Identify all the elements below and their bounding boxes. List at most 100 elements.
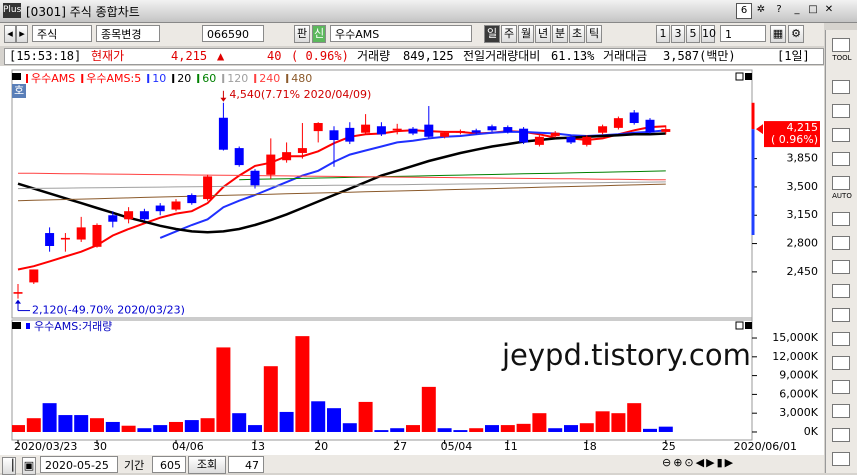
sidebar-icon[interactable] [832,380,850,394]
period-button[interactable]: 초 [569,25,585,43]
candle-body [487,126,497,131]
info-volume: 849,125 [403,49,454,63]
tool-button[interactable]: ▦ [770,25,786,43]
volume-bar [390,428,405,432]
interval-button[interactable]: 3 [671,25,685,43]
price-plot [13,102,671,299]
volume-bar [74,415,89,432]
window-button[interactable]: ✲ [756,4,766,15]
candle-body [424,124,434,137]
interval-buttons: 1 3 5 10 [656,23,736,46]
candle-body [329,130,339,141]
period-button[interactable]: 틱 [586,25,602,43]
sin-button[interactable]: 신 [312,25,326,43]
period-button[interactable]: 분 [552,25,568,43]
sidebar-icon[interactable] [832,308,850,322]
sidebar-icon[interactable] [832,356,850,370]
sidebar-label: AUTO [832,192,852,200]
sidebar-icon[interactable] [832,212,850,226]
period-button[interactable]: 월 [518,25,534,43]
pan-button[interactable]: 판 [294,25,310,43]
y-tick-label: 2,450 [787,265,819,278]
candle-body [550,132,560,136]
window-badge[interactable]: 6 [736,3,752,19]
nav-button[interactable]: ◂ [4,25,16,43]
candle-body [582,136,592,145]
market-select[interactable]: 주식 [32,25,92,42]
code-input[interactable]: 066590 [202,25,264,42]
panel-button[interactable] [745,73,752,80]
count-input[interactable]: 1 [720,25,766,42]
sidebar-icon[interactable] [832,428,850,442]
legend-swatch [254,74,257,83]
panel-icon [12,322,21,329]
period-button[interactable]: 년 [535,25,551,43]
candle-body [203,176,213,200]
volume-bar [358,401,373,432]
window-button[interactable]: ? [776,4,782,15]
volume-bar [532,413,547,432]
sidebar-icon[interactable] [832,104,850,118]
period-button[interactable]: 주 [501,25,517,43]
footer-button[interactable]: ▕ [2,457,16,475]
y-tick-label: 3,500 [787,180,819,193]
window-button[interactable]: □ [808,4,818,15]
query-button[interactable]: 조회 [188,456,226,474]
volume-bar [153,425,168,432]
volume-bar [12,425,25,432]
window-button[interactable]: _ [794,4,800,15]
candle-body [566,136,576,143]
info-period: [1일] [777,49,810,63]
sidebar-icon[interactable] [832,260,850,274]
last-price-box [764,121,820,148]
title-bar: Plus [0301] 주식 종합차트 6 ✲ ? _ □ ✕ [0,0,857,23]
last-change-label: ( 0.96%) [771,133,818,146]
interval-button[interactable]: 1 [656,25,670,43]
zoom-controls[interactable]: ⊖⊕⊙◀▶▮▶ [662,456,736,469]
date-input[interactable]: 2020-05-25 [40,456,118,473]
volume-bar [374,430,389,432]
interval-button[interactable]: 10 [701,25,716,43]
nav-button[interactable]: ▸ [16,25,28,43]
volume-bar [437,428,452,432]
candle-body [171,201,181,210]
interval-button[interactable]: 5 [686,25,700,43]
sidebar-icon[interactable] [832,452,850,466]
sidebar-icon[interactable] [832,236,850,250]
sidebar-icon[interactable] [832,128,850,142]
candle-body [124,211,134,220]
sidebar-icon[interactable] [832,152,850,166]
candle-body [108,215,118,222]
volume-title: 우수AMS:거래량 [34,320,112,333]
left-tool[interactable] [12,84,26,98]
volume-bar [643,428,657,432]
tool-button[interactable]: ⚙ [788,25,804,43]
sidebar-icon[interactable] [832,404,850,418]
sidebar-icon[interactable] [832,284,850,298]
sidebar-icon[interactable] [832,176,850,190]
name-field[interactable]: 우수AMS [330,25,472,42]
volume-bar [548,428,563,432]
moving-average [159,129,666,239]
candle-body [613,118,623,128]
footer-button[interactable]: ▣ [22,457,36,475]
info-bar: [15:53:18] 현재가 4,215 ▲ 40 ( 0.96%) 거래량 8… [4,48,824,65]
candle-body [598,126,608,133]
high-label: 4,540(7.71% 2020/04/09) [229,88,371,101]
period-button[interactable]: 일 [484,25,500,43]
count-input[interactable]: 47 [228,456,264,473]
sidebar-icon[interactable] [832,38,850,52]
x-tick-label: 04/06 [172,440,204,453]
panel-button[interactable] [735,321,744,330]
change-button[interactable]: 종목변경 [96,25,160,42]
volume-bar [311,401,326,432]
low-label: 2,120(-49.70% 2020/03/23) [32,304,185,317]
panel-button[interactable] [735,72,744,81]
legend-swatch [147,74,150,83]
sidebar-icon[interactable] [832,80,850,94]
sidebar-icon[interactable] [832,332,850,346]
panel-button[interactable] [745,322,752,329]
watermark: jeypd.tistory.com [502,338,751,372]
period-input[interactable]: 605 [152,456,186,473]
window-button[interactable]: ✕ [824,4,834,15]
